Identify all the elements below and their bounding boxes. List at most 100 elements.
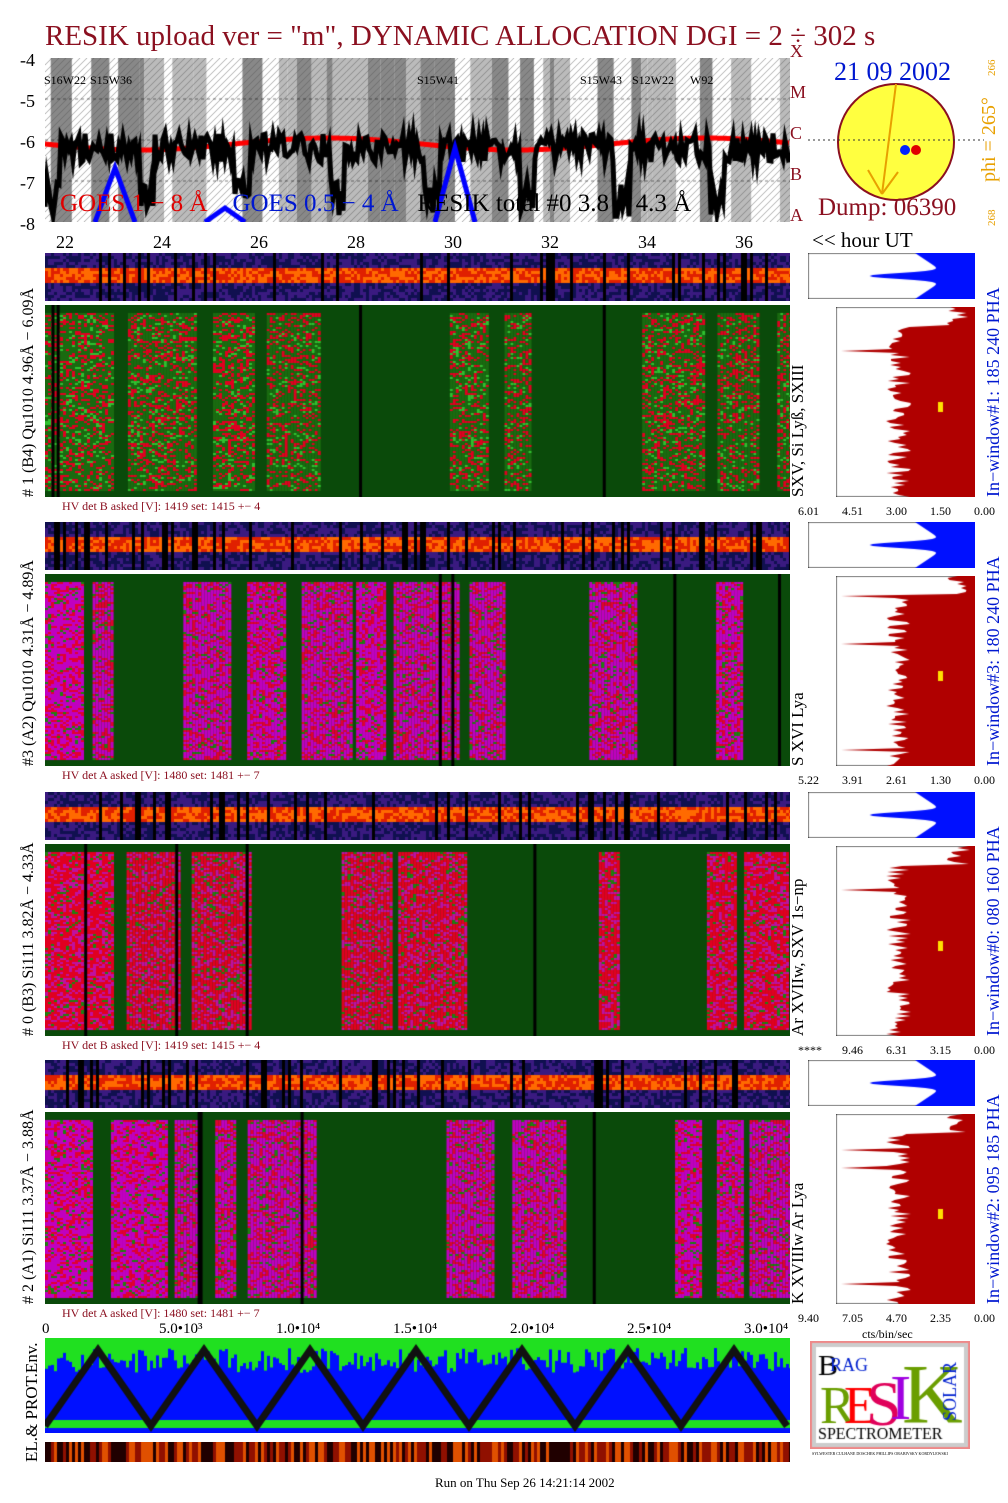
region-label: S12W22 bbox=[632, 73, 674, 87]
hist-tick: 1.50 bbox=[930, 504, 951, 518]
x-tick: 5.0•10³ bbox=[159, 1321, 203, 1337]
hist-tick: 6.01 bbox=[798, 504, 819, 518]
spectrum-image bbox=[45, 574, 790, 766]
particle-environment-strip bbox=[45, 1442, 790, 1462]
hist-tick: 4.70 bbox=[886, 1311, 907, 1325]
x-tick: 2.0•10⁴ bbox=[510, 1321, 555, 1337]
hist-tick: 4.51 bbox=[842, 504, 863, 518]
x-tick: 0 bbox=[42, 1321, 50, 1337]
detector-label: # 2 (A1) Si111 3.37Å − 3.88Å bbox=[20, 1109, 37, 1305]
small-histogram bbox=[808, 522, 975, 568]
spectral-lines-label: Ar XVIIw, SXV 1s−np bbox=[788, 878, 807, 1036]
legend-resik: RESIK total #0 3.8 − 4.3 Å bbox=[417, 190, 692, 217]
hist-tick: **** bbox=[798, 1043, 822, 1057]
small-histogram bbox=[808, 253, 975, 299]
legend-goes-short: GOES 0.5 − 4 Å bbox=[232, 190, 399, 217]
hist-tick: 0.00 bbox=[974, 773, 995, 787]
spectrum-image bbox=[45, 1112, 790, 1304]
detector-label: #3 (A2) Qu1010 4.31Å − 4.89Å bbox=[20, 560, 37, 766]
goes-class-label: B bbox=[790, 164, 803, 184]
detector-label: # 0 (B3) Si111 3.82Å − 4.33Å bbox=[20, 842, 37, 1036]
goes-class-label: C bbox=[790, 123, 803, 143]
main-histogram bbox=[836, 307, 975, 497]
spectrum-strip bbox=[45, 1060, 790, 1108]
detector-label: # 1 (B4) Qu1010 4.96Å − 6.09Å bbox=[20, 287, 37, 497]
small-histogram bbox=[808, 1060, 975, 1106]
hist-tick: 3.15 bbox=[930, 1043, 951, 1057]
hist-tick: 1.30 bbox=[930, 773, 951, 787]
goes-class-label: A bbox=[790, 205, 803, 225]
hist-tick: 5.22 bbox=[798, 773, 819, 787]
y-tick: -8 bbox=[20, 214, 35, 234]
run-timestamp: Run on Thu Sep 26 14:21:14 2002 bbox=[435, 1475, 615, 1490]
spectrum-strip bbox=[45, 522, 790, 570]
phi-label: phi = 265° bbox=[978, 97, 1000, 182]
hist-tick: 2.61 bbox=[886, 773, 907, 787]
main-histogram bbox=[836, 1114, 975, 1304]
x-tick: 22 bbox=[56, 232, 74, 252]
goes-class-label: X bbox=[790, 41, 803, 61]
x-tick: 1.5•10⁴ bbox=[393, 1321, 438, 1337]
legend: GOES 1 − 8 Å GOES 0.5 − 4 Å RESIK total … bbox=[60, 190, 691, 218]
hist-tick: 9.46 bbox=[842, 1043, 863, 1057]
x-tick: 34 bbox=[638, 232, 656, 252]
hv-status: HV det A asked [V]: 1480 set: 1481 +− 7 bbox=[62, 1306, 260, 1320]
sun-panel: 21 09 2002 Dump: 06390 bbox=[808, 58, 984, 222]
spectral-lines-label: K XVIIIw Ar Lya bbox=[788, 1182, 807, 1304]
hist-tick: 0.00 bbox=[974, 1311, 995, 1325]
in-window-label: In−window#3: 180 240 PHA bbox=[983, 556, 1003, 766]
small-histogram bbox=[808, 792, 975, 838]
region-label: S15W41 bbox=[417, 73, 459, 87]
hist-unit: cts/bin/sec bbox=[862, 1327, 913, 1341]
x-tick: 30 bbox=[444, 232, 462, 252]
hv-status: HV det B asked [V]: 1419 set: 1415 +− 4 bbox=[62, 1038, 261, 1052]
sun-disk-icon bbox=[808, 83, 984, 201]
main-histogram bbox=[836, 576, 975, 766]
hv-status: HV det B asked [V]: 1419 set: 1415 +− 4 bbox=[62, 499, 261, 513]
x-tick: 24 bbox=[153, 232, 171, 252]
y-tick: -5 bbox=[20, 91, 35, 111]
y-tick: -6 bbox=[20, 132, 35, 152]
env-y-label: EL.& PROT.Env. bbox=[22, 1342, 41, 1462]
hist-tick: 9.40 bbox=[798, 1311, 819, 1325]
dump-number: Dump: 06390 bbox=[818, 194, 957, 221]
x-tick: 32 bbox=[541, 232, 559, 252]
hist-tick: 7.05 bbox=[842, 1311, 863, 1325]
hist-tick: 2.35 bbox=[930, 1311, 951, 1325]
in-window-label: In−window#1: 185 240 PHA bbox=[983, 287, 1003, 497]
hv-status: HV det A asked [V]: 1480 set: 1481 +− 7 bbox=[62, 768, 260, 782]
resik-logo bbox=[810, 1341, 970, 1449]
x-tick: 1.0•10⁴ bbox=[276, 1321, 321, 1337]
hist-tick: 6.31 bbox=[886, 1043, 907, 1057]
in-window-label: In−window#0: 080 160 PHA bbox=[983, 826, 1003, 1036]
observation-date: 21 09 2002 bbox=[834, 57, 951, 86]
x-tick: 28 bbox=[347, 232, 365, 252]
page-title: RESIK upload ver = "m", DYNAMIC ALLOCATI… bbox=[45, 20, 876, 52]
spectrum-image bbox=[45, 305, 790, 497]
light-curve-plot bbox=[45, 58, 790, 222]
spectrum-strip bbox=[45, 253, 790, 301]
phi-top: 266 bbox=[986, 59, 998, 77]
in-window-label: In−window#2: 095 185 PHA bbox=[983, 1094, 1003, 1304]
x-tick: 36 bbox=[735, 232, 753, 252]
particle-environment-plot bbox=[45, 1338, 790, 1433]
hist-tick: 3.91 bbox=[842, 773, 863, 787]
spectrum-strip bbox=[45, 792, 790, 840]
x-tick: 2.5•10⁴ bbox=[627, 1321, 672, 1337]
goes-class-label: M bbox=[790, 82, 807, 102]
x-axis-label: << hour UT bbox=[812, 228, 913, 252]
region-label: S15W43 bbox=[580, 73, 622, 87]
region-label: S15W36 bbox=[90, 73, 132, 87]
legend-goes-long: GOES 1 − 8 Å bbox=[60, 190, 208, 217]
spectral-lines-label: S XVI Lya bbox=[788, 692, 807, 766]
spectrum-image bbox=[45, 844, 790, 1036]
y-tick: -4 bbox=[20, 50, 35, 70]
logo-caption: SYLWESTER CULHANE DOSCHEK PHILLIPS ORABI… bbox=[812, 1451, 948, 1456]
region-label: W92 bbox=[690, 73, 714, 87]
x-tick: 3.0•10⁴ bbox=[744, 1321, 789, 1337]
spectral-lines-label: SXV, Si Lyß, SXIII bbox=[788, 364, 807, 497]
region-label: S16W22 bbox=[44, 73, 86, 87]
phi-bottom: 268 bbox=[986, 209, 998, 227]
x-tick: 26 bbox=[250, 232, 268, 252]
